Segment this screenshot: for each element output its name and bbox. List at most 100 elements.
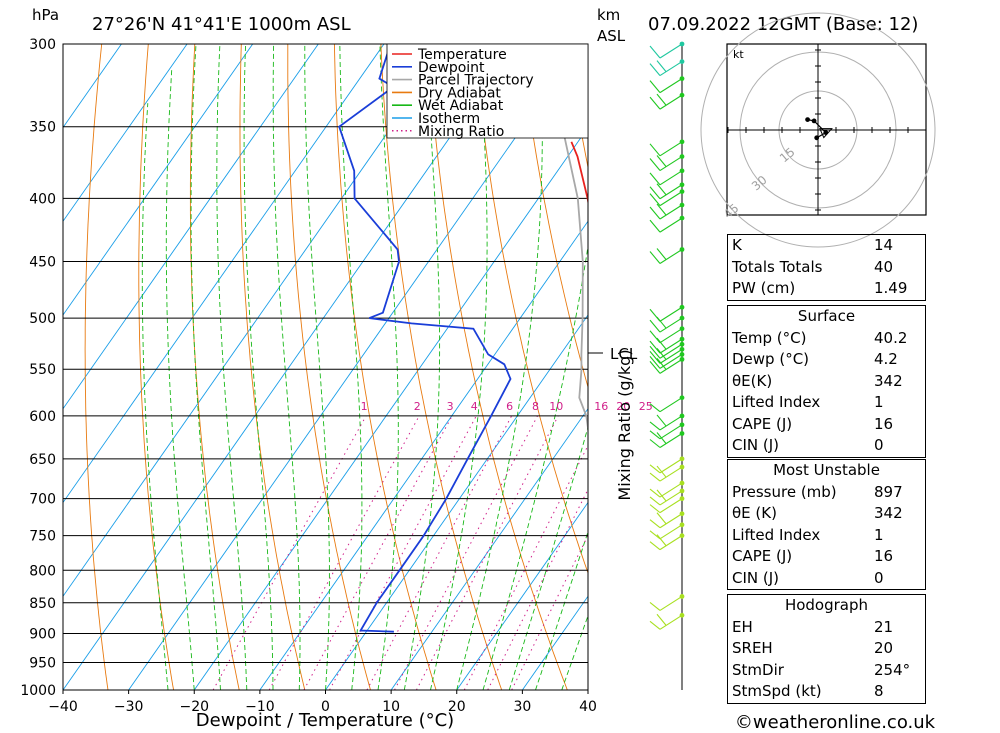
wind-barb-flag xyxy=(649,45,661,59)
wind-barb-dot xyxy=(679,76,685,82)
asl-unit-label: ASL xyxy=(597,27,626,45)
dry-adiabat-line xyxy=(520,44,588,389)
wind-barb-flag xyxy=(656,337,667,350)
wind-barb-flag xyxy=(649,504,661,514)
indices-key: PW (cm) xyxy=(732,279,796,297)
legend-label: Dewpoint xyxy=(418,60,485,76)
wind-barb-flag xyxy=(649,96,661,110)
hodograph-point xyxy=(805,117,810,122)
wind-barb-flag xyxy=(649,193,661,206)
surface-key: CIN (J) xyxy=(732,436,780,454)
wind-barb-shaft xyxy=(659,490,683,506)
temperature-tick-label: −30 xyxy=(114,699,144,715)
wind-barb-dot xyxy=(679,182,685,188)
wind-barb-flag xyxy=(649,158,661,171)
wind-barb-shaft xyxy=(659,343,683,359)
wind-barb-dot xyxy=(679,304,685,310)
surface-value: 0 xyxy=(874,436,884,454)
wind-barb-dot xyxy=(679,356,685,362)
pressure-tick-label: 550 xyxy=(29,362,56,378)
wind-barb-flag xyxy=(649,620,661,630)
indices-key: K xyxy=(732,236,742,254)
wet-adiabat-line xyxy=(304,44,330,690)
hodograph-row: SREH 20 xyxy=(728,638,925,660)
legend-label: Wet Adiabat xyxy=(418,98,504,114)
surface-key: Dewp (°C) xyxy=(732,350,810,368)
most-unstable-key: Pressure (mb) xyxy=(732,482,837,501)
most-unstable-key: CIN (J) xyxy=(732,568,780,587)
surface-row: Lifted Index 1 xyxy=(728,392,925,414)
wind-barb-flag xyxy=(656,512,667,525)
wind-barb-flag xyxy=(656,414,667,427)
indices-row: Totals Totals 40 xyxy=(728,257,925,279)
wet-adiabat-line xyxy=(339,44,363,690)
wind-barb-dot xyxy=(679,202,685,208)
isotherm-line xyxy=(390,407,588,690)
surface-value: 1 xyxy=(874,393,884,411)
wind-barb-flag xyxy=(649,602,661,611)
wind-barb-dot xyxy=(679,612,685,618)
hpa-unit-label: hPa xyxy=(32,6,59,24)
wind-barb-flag xyxy=(649,80,661,93)
hodograph-unit-label: kt xyxy=(733,48,744,61)
wind-barb-shaft xyxy=(659,328,683,344)
wind-barb-shaft xyxy=(659,415,683,431)
pressure-tick-label: 400 xyxy=(29,191,56,207)
wind-barb-shaft xyxy=(659,433,683,448)
mixing-ratio-labels: 1 2 3 4 6 8 10 16 20 25 xyxy=(361,400,653,413)
wet-adiabat-line xyxy=(377,44,399,690)
wind-barb-flag xyxy=(649,421,661,431)
surface-key: CAPE (J) xyxy=(732,414,793,433)
legend-label: Parcel Trajectory xyxy=(418,73,534,89)
wind-barb-dot xyxy=(679,431,685,436)
most-unstable-row: Lifted Index 1 xyxy=(728,525,925,547)
most-unstable-key: CAPE (J) xyxy=(732,547,793,565)
most-unstable-key: Lifted Index xyxy=(732,525,821,544)
wind-barb-shaft xyxy=(659,61,683,77)
most-unstable-row: θE (K) 342 xyxy=(728,503,925,525)
hodograph-point xyxy=(823,130,829,136)
wind-barb-dot xyxy=(679,189,685,195)
pressure-tick-label: 900 xyxy=(29,626,56,642)
wind-barb-flag xyxy=(649,356,661,369)
hodograph-row: StmDir 254° xyxy=(728,660,925,682)
wind-barb-flag xyxy=(656,203,667,216)
surface-row: Dewp (°C) 4.2 xyxy=(728,349,925,371)
mixing-ratio-tick-label: 20 xyxy=(616,400,630,413)
wet-adiabat-line xyxy=(243,44,274,690)
most-unstable-row: Pressure (mb) 897 xyxy=(728,482,925,504)
wind-barb-flag xyxy=(649,340,661,354)
hodograph-key: StmSpd (kt) xyxy=(732,682,822,700)
wind-barb-shaft xyxy=(659,43,683,59)
temperature-tick-label: −20 xyxy=(179,699,209,715)
mixing-ratio-tick-label: 2 xyxy=(414,400,421,413)
mixing-ratio-tick-label: 3 xyxy=(447,400,454,413)
dry-adiabat-line xyxy=(239,44,306,690)
wind-barb-shaft xyxy=(659,141,683,157)
wind-barb-dot xyxy=(679,395,685,401)
wind-barb-flag xyxy=(649,439,661,448)
wind-barb-shaft xyxy=(659,535,683,551)
wind-barb-flag xyxy=(649,403,661,413)
pressure-tick-label: 850 xyxy=(29,596,56,612)
wind-barb-shaft xyxy=(659,156,683,171)
wind-barb-shaft xyxy=(659,317,683,333)
mixing-ratio-line xyxy=(212,415,367,690)
most-unstable-value: 0 xyxy=(874,568,884,587)
wind-barb-dot xyxy=(679,326,685,332)
wind-barb-dot xyxy=(679,247,685,252)
isotherm-line xyxy=(325,314,588,690)
mixing-ratio-tick-label: 6 xyxy=(506,400,513,413)
isotherm-line xyxy=(63,44,122,129)
wind-barb-dot xyxy=(679,464,685,470)
wind-barb-dot xyxy=(679,422,685,428)
wind-barb-flag xyxy=(649,319,661,333)
most-unstable-row: CIN (J) 0 xyxy=(728,568,925,590)
wind-barb-flag xyxy=(656,489,667,502)
pressure-tick-label: 1000 xyxy=(20,683,56,699)
pressure-tick-label: 500 xyxy=(29,311,56,327)
wind-barb-dot xyxy=(679,511,685,517)
